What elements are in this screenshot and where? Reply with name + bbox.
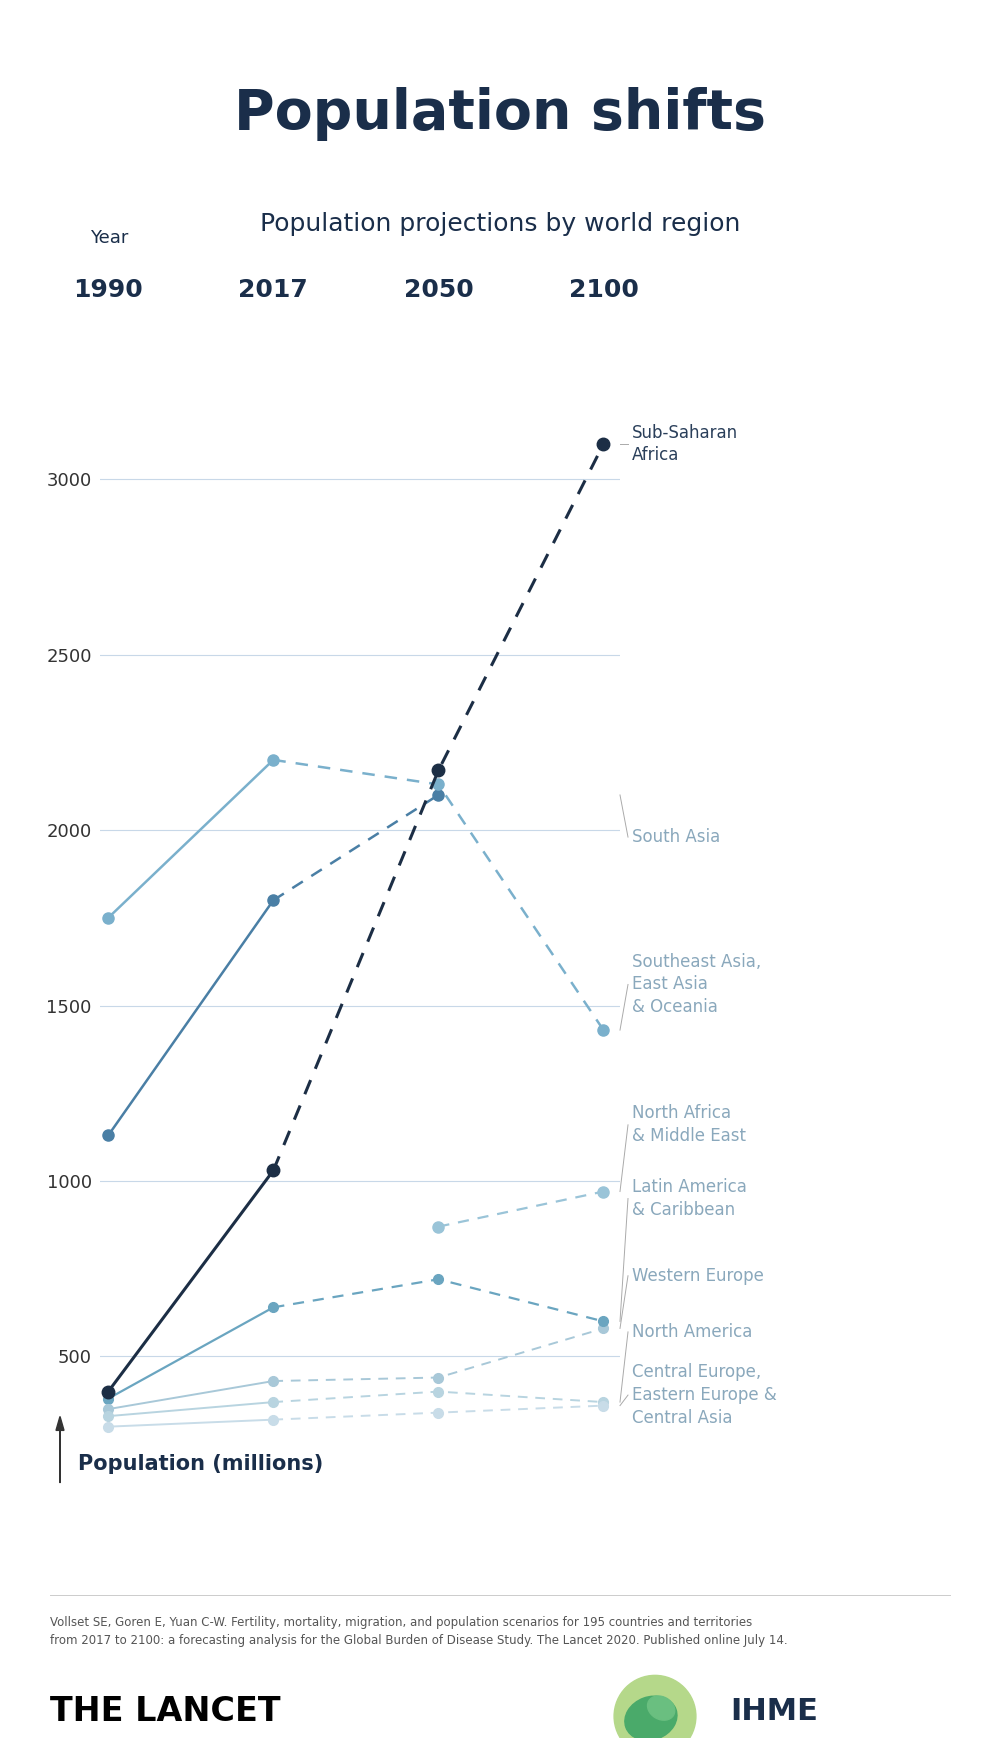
Text: THE LANCET: THE LANCET [50,1696,280,1728]
Text: Population shifts: Population shifts [234,87,766,141]
Text: North Africa
& Middle East: North Africa & Middle East [632,1104,746,1145]
Text: IHME: IHME [730,1698,818,1726]
Ellipse shape [625,1696,677,1738]
Text: Western Europe: Western Europe [632,1267,764,1284]
Text: Southeast Asia,
East Asia
& Oceania: Southeast Asia, East Asia & Oceania [632,952,761,1017]
Text: South Asia: South Asia [632,827,720,846]
Text: 2050: 2050 [404,278,473,302]
Text: Year: Year [90,229,128,247]
Text: 2100: 2100 [569,278,638,302]
Circle shape [614,1675,696,1738]
Text: Central Europe,
Eastern Europe &
Central Asia: Central Europe, Eastern Europe & Central… [632,1363,777,1427]
Text: North America: North America [632,1323,752,1342]
Text: Vollset SE, Goren E, Yuan C-W. Fertility, mortality, migration, and population s: Vollset SE, Goren E, Yuan C-W. Fertility… [50,1616,788,1648]
Text: Latin America
& Caribbean: Latin America & Caribbean [632,1178,747,1218]
Text: Population (millions): Population (millions) [78,1453,323,1474]
Text: 2017: 2017 [238,278,308,302]
Ellipse shape [648,1696,675,1721]
Text: Sub-Saharan
Africa: Sub-Saharan Africa [632,424,738,464]
Text: Population projections by world region: Population projections by world region [260,212,740,236]
Text: 1990: 1990 [73,278,143,302]
